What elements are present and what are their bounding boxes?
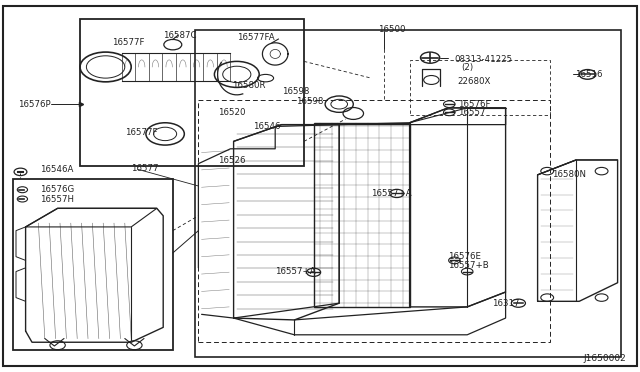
Text: 16587C: 16587C — [163, 31, 196, 40]
Text: 16576E: 16576E — [448, 252, 481, 261]
Text: 16577F: 16577F — [112, 38, 145, 47]
Text: 16580N: 16580N — [552, 170, 586, 179]
Text: 16576G: 16576G — [40, 185, 74, 194]
Text: 16598: 16598 — [296, 97, 323, 106]
Text: J1650002: J1650002 — [583, 354, 626, 363]
Text: 16577F: 16577F — [125, 128, 157, 137]
Text: 16546: 16546 — [253, 122, 280, 131]
Text: 16557: 16557 — [458, 108, 485, 117]
Text: 16520: 16520 — [218, 108, 245, 117]
Bar — [13, 179, 173, 350]
Text: 16577: 16577 — [131, 164, 159, 173]
Bar — [195, 30, 621, 357]
Text: 16500: 16500 — [378, 25, 405, 34]
Text: 08313-41225: 08313-41225 — [454, 55, 513, 64]
Text: 16526: 16526 — [218, 156, 245, 165]
Text: 16546A: 16546A — [40, 165, 73, 174]
Text: 16577FA: 16577FA — [237, 33, 275, 42]
Text: 16516: 16516 — [575, 70, 602, 79]
Text: (2): (2) — [461, 63, 473, 72]
Text: 16598: 16598 — [282, 87, 309, 96]
Text: 16317: 16317 — [492, 299, 519, 308]
Text: 16557+A: 16557+A — [371, 189, 412, 198]
Bar — [198, 100, 550, 342]
Bar — [314, 123, 410, 307]
Text: 16580R: 16580R — [232, 81, 265, 90]
Bar — [80, 19, 304, 166]
Text: 16557+B: 16557+B — [448, 262, 489, 270]
Text: 16576F: 16576F — [458, 100, 490, 109]
Text: 22680X: 22680X — [458, 77, 491, 86]
Bar — [410, 60, 550, 115]
Text: 16557+A: 16557+A — [275, 267, 316, 276]
Text: 16576P: 16576P — [18, 100, 51, 109]
Text: 16557H: 16557H — [40, 195, 74, 203]
